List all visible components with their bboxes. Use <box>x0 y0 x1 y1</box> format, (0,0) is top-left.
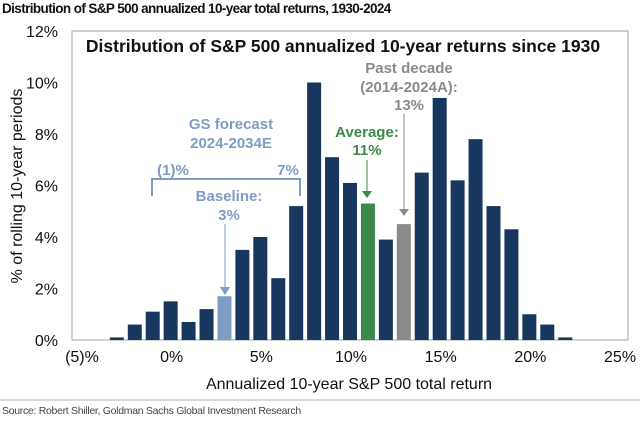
y-tick-label: 10% <box>26 76 58 93</box>
average-label-1: Average: <box>335 124 399 141</box>
average-label-2: 11% <box>352 142 381 159</box>
chart-title: Distribution of S&P 500 annualized 10-ye… <box>86 36 600 56</box>
bar-baseline <box>217 296 232 340</box>
bar <box>109 337 124 340</box>
bar <box>181 321 196 340</box>
x-tick-label: 15% <box>425 349 457 366</box>
baseline-arrow-icon <box>220 287 230 295</box>
past-decade-arrow-icon <box>399 209 409 216</box>
y-axis-ticks: 0% 2% 4% 6% 8% 10% 12% <box>26 24 58 350</box>
y-tick-label: 0% <box>35 333 58 350</box>
y-tick-label: 12% <box>26 24 58 41</box>
forecast-label-1: GS forecast <box>189 116 273 133</box>
past-decade-label-1: Past decade <box>365 60 453 77</box>
source-note: Source: Robert Shiller, Goldman Sachs Gl… <box>2 405 301 417</box>
bar <box>504 229 519 340</box>
bar <box>163 301 178 340</box>
y-tick-label: 6% <box>35 179 58 196</box>
bar <box>414 172 429 340</box>
y-tick-label: 2% <box>35 282 58 299</box>
forecast-range-bracket <box>151 178 301 196</box>
header-title: Distribution of S&P 500 annualized 10-ye… <box>2 1 392 16</box>
bar <box>145 311 160 340</box>
x-axis-ticks: (5)% 0% 5% 10% 15% 20% 25% <box>65 349 636 366</box>
y-axis-label: % of rolling 10-year periods <box>9 89 26 284</box>
bar-average <box>360 203 375 340</box>
bar <box>325 157 340 340</box>
bars <box>109 82 573 340</box>
x-tick-label: (5)% <box>65 349 99 366</box>
range-high-label: 7% <box>277 162 299 179</box>
bar <box>271 278 286 340</box>
x-tick-label: 20% <box>514 349 546 366</box>
bar <box>307 82 322 340</box>
x-tick-label: 25% <box>604 349 636 366</box>
x-tick-label: 0% <box>160 349 183 366</box>
bar-past-decade <box>396 224 411 340</box>
past-decade-label-2: (2014-2024A): <box>360 79 458 96</box>
average-arrow-icon <box>362 191 372 198</box>
forecast-label-2: 2024-2034E <box>190 135 272 152</box>
forecast-annotation: GS forecast 2024-2034E (1)% 7% Baseline:… <box>151 116 301 295</box>
bar <box>486 206 501 340</box>
bar <box>468 139 483 340</box>
y-tick-label: 4% <box>35 230 58 247</box>
average-annotation: Average: 11% <box>335 124 399 198</box>
bar <box>540 324 555 340</box>
bar <box>199 309 214 340</box>
bar <box>432 97 447 340</box>
bar <box>558 337 573 340</box>
range-low-label: (1)% <box>157 162 189 179</box>
x-tick-label: 10% <box>335 349 367 366</box>
x-tick-label: 5% <box>250 349 273 366</box>
bar <box>378 239 393 340</box>
past-decade-annotation: Past decade (2014-2024A): 13% <box>360 60 458 216</box>
bar <box>450 180 465 340</box>
bar <box>343 182 357 340</box>
bar <box>253 237 268 340</box>
bar <box>127 324 142 340</box>
baseline-label-1: Baseline: <box>196 188 263 205</box>
bar <box>522 314 537 340</box>
past-decade-label-3: 13% <box>394 97 424 114</box>
baseline-label-2: 3% <box>218 207 240 224</box>
y-tick-label: 8% <box>35 127 58 144</box>
x-axis-label: Annualized 10-year S&P 500 total return <box>206 376 492 393</box>
bar <box>235 249 250 340</box>
bar <box>289 206 304 340</box>
